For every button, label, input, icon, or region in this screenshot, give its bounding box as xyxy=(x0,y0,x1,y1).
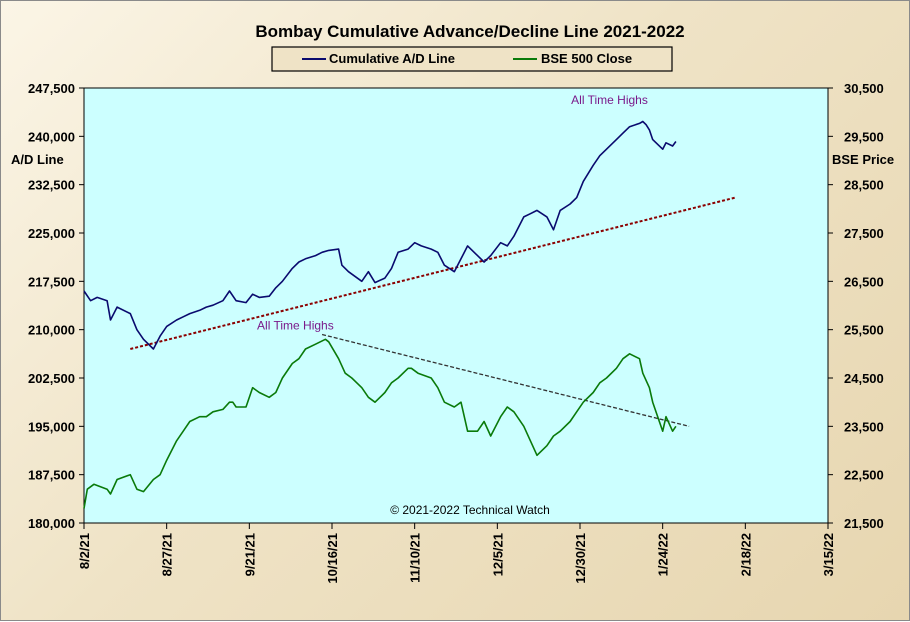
y-right-tick-label: 22,500 xyxy=(844,468,884,483)
y-right-tick-label: 28,500 xyxy=(844,178,884,193)
y-left-tick-label: 180,000 xyxy=(28,516,75,531)
x-tick-label: 12/30/21 xyxy=(573,533,588,584)
x-ticks: 8/2/21 8/27/21 9/21/21 10/16/21 11/10/21 12/5… xyxy=(77,523,836,584)
y-left-tick-label: 202,500 xyxy=(28,371,75,386)
x-tick-label: 1/24/22 xyxy=(656,533,671,576)
y-left-tick-label: 225,000 xyxy=(28,226,75,241)
y-left-tick-label: 217,500 xyxy=(28,274,75,289)
y-right-tick-label: 23,500 xyxy=(844,419,884,434)
x-tick-label: 3/15/22 xyxy=(821,533,836,576)
y-left-tick-label: 195,000 xyxy=(28,419,75,434)
series-line-ad-line xyxy=(83,120,677,350)
y-left-tick-label: 210,000 xyxy=(28,323,75,338)
y-left-tick-label: 247,500 xyxy=(28,81,75,96)
x-tick-label: 2/18/22 xyxy=(738,533,753,576)
x-tick-label: 10/16/21 xyxy=(325,533,340,584)
x-tick-label: 8/2/21 xyxy=(77,533,92,569)
annotation-bse-all-time-highs: All Time Highs xyxy=(257,318,334,332)
chart-title: Bombay Cumulative Advance/Decline Line 2… xyxy=(255,22,684,41)
y-left-ticks: 180,000 187,500 195,000 202,500 210,000 217,5… xyxy=(28,81,84,531)
y-right-ticks: 21,500 22,500 23,500 24,500 25,500 26,500 27,5… xyxy=(828,81,884,531)
copyright-note: © 2021-2022 Technical Watch xyxy=(390,503,550,517)
annotation-ad-all-time-highs: All Time Highs xyxy=(571,93,648,107)
x-tick-label: 8/27/21 xyxy=(160,533,175,576)
y-right-tick-label: 29,500 xyxy=(844,129,884,144)
y-left-tick-label: 187,500 xyxy=(28,468,75,483)
series-group xyxy=(83,120,677,509)
y-right-tick-label: 21,500 xyxy=(844,516,884,531)
x-tick-label: 12/5/21 xyxy=(490,533,505,576)
y-left-tick-label: 232,500 xyxy=(28,178,75,193)
series-line-bse500 xyxy=(83,338,677,509)
x-tick-label: 9/21/21 xyxy=(242,533,257,576)
plot-area xyxy=(83,87,829,524)
y-right-tick-label: 27,500 xyxy=(844,226,884,241)
x-tick-label: 11/10/21 xyxy=(408,533,423,583)
legend: Cumulative A/D Line BSE 500 Close xyxy=(271,46,673,72)
trendlines xyxy=(130,196,736,427)
y-left-tick-label: 240,000 xyxy=(28,129,75,144)
annotations: All Time Highs All Time Highs xyxy=(257,93,648,333)
y-right-tick-label: 24,500 xyxy=(844,371,884,386)
bse500-trendline xyxy=(321,333,690,427)
y-right-axis-label: BSE Price xyxy=(832,152,894,167)
y-left-axis-label: A/D Line xyxy=(11,152,64,167)
y-right-tick-label: 30,500 xyxy=(844,81,884,96)
legend-label-ad-line: Cumulative A/D Line xyxy=(329,51,455,66)
ad-line-trendline xyxy=(130,196,736,350)
legend-label-bse500: BSE 500 Close xyxy=(541,51,632,66)
y-right-tick-label: 25,500 xyxy=(844,323,884,338)
y-right-tick-label: 26,500 xyxy=(844,274,884,289)
